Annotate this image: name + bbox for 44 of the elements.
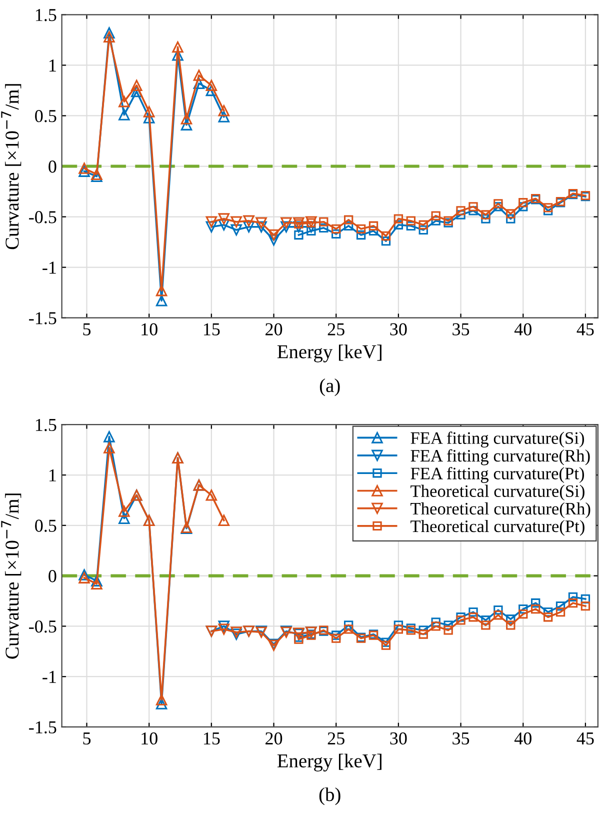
x-tick-label: 20 [266,323,282,336]
y-tick-label: 0.5 [35,520,56,532]
y-tick-label: -1 [42,262,56,274]
x-tick-label: 35 [452,732,470,745]
y-tick-label: 1.5 [36,9,56,22]
y-tick-label: -1.5 [29,312,56,324]
y-tick-label: 1.5 [36,418,56,432]
text: (a) [320,378,340,396]
x-tick-label: 15 [204,732,220,745]
x-tick-label: 15 [204,323,220,336]
legend-label: FEA fitting curvature(Pt) [410,466,584,483]
x-tick-label: 40 [514,323,532,336]
legend-label: FEA fitting curvature(Rh) [410,449,590,466]
legend-label: Theoretical curvature(Pt) [410,520,584,536]
y-tick-label: -0.5 [29,211,56,224]
legend-label: Theoretical curvature(Rh) [410,502,590,518]
x-tick-label: 5 [83,732,91,745]
y-tick-label: 0.5 [35,110,56,122]
y-tick-label: -1.5 [29,721,56,734]
x-tick-label: 45 [576,732,594,745]
y-tick-label: -0.5 [29,620,56,633]
x-tick-label: 30 [390,732,407,745]
x-axis-title: Energy [keV] [277,754,382,772]
x-tick-label: 35 [452,323,470,336]
text: (b) [319,787,340,806]
x-tick-label: 25 [328,323,344,336]
x-axis-title: Energy [keV] [277,344,382,362]
legend-label: FEA fitting curvature(Si) [410,432,584,448]
legend-label: Theoretical curvature(Si) [410,484,584,501]
x-tick-label: 5 [83,323,91,336]
y-tick-label: 1 [50,60,56,72]
y-tick-label: 1 [50,469,56,482]
x-tick-label: 10 [142,732,158,745]
x-tick-label: 30 [390,323,407,336]
y-axis-title: Curvature [×10$^{−7}$/m] [1,494,22,659]
x-tick-label: 20 [266,732,282,745]
y-tick-label: 0 [48,570,56,582]
y-tick-label: -1 [42,670,56,683]
y-tick-label: 0 [48,160,56,173]
y-axis-title: Curvature [×10$^{−7}$/m] [1,84,22,250]
x-tick-label: 45 [576,323,594,336]
x-tick-label: 10 [142,323,158,336]
x-tick-label: 40 [514,732,532,745]
x-tick-label: 25 [328,732,344,745]
